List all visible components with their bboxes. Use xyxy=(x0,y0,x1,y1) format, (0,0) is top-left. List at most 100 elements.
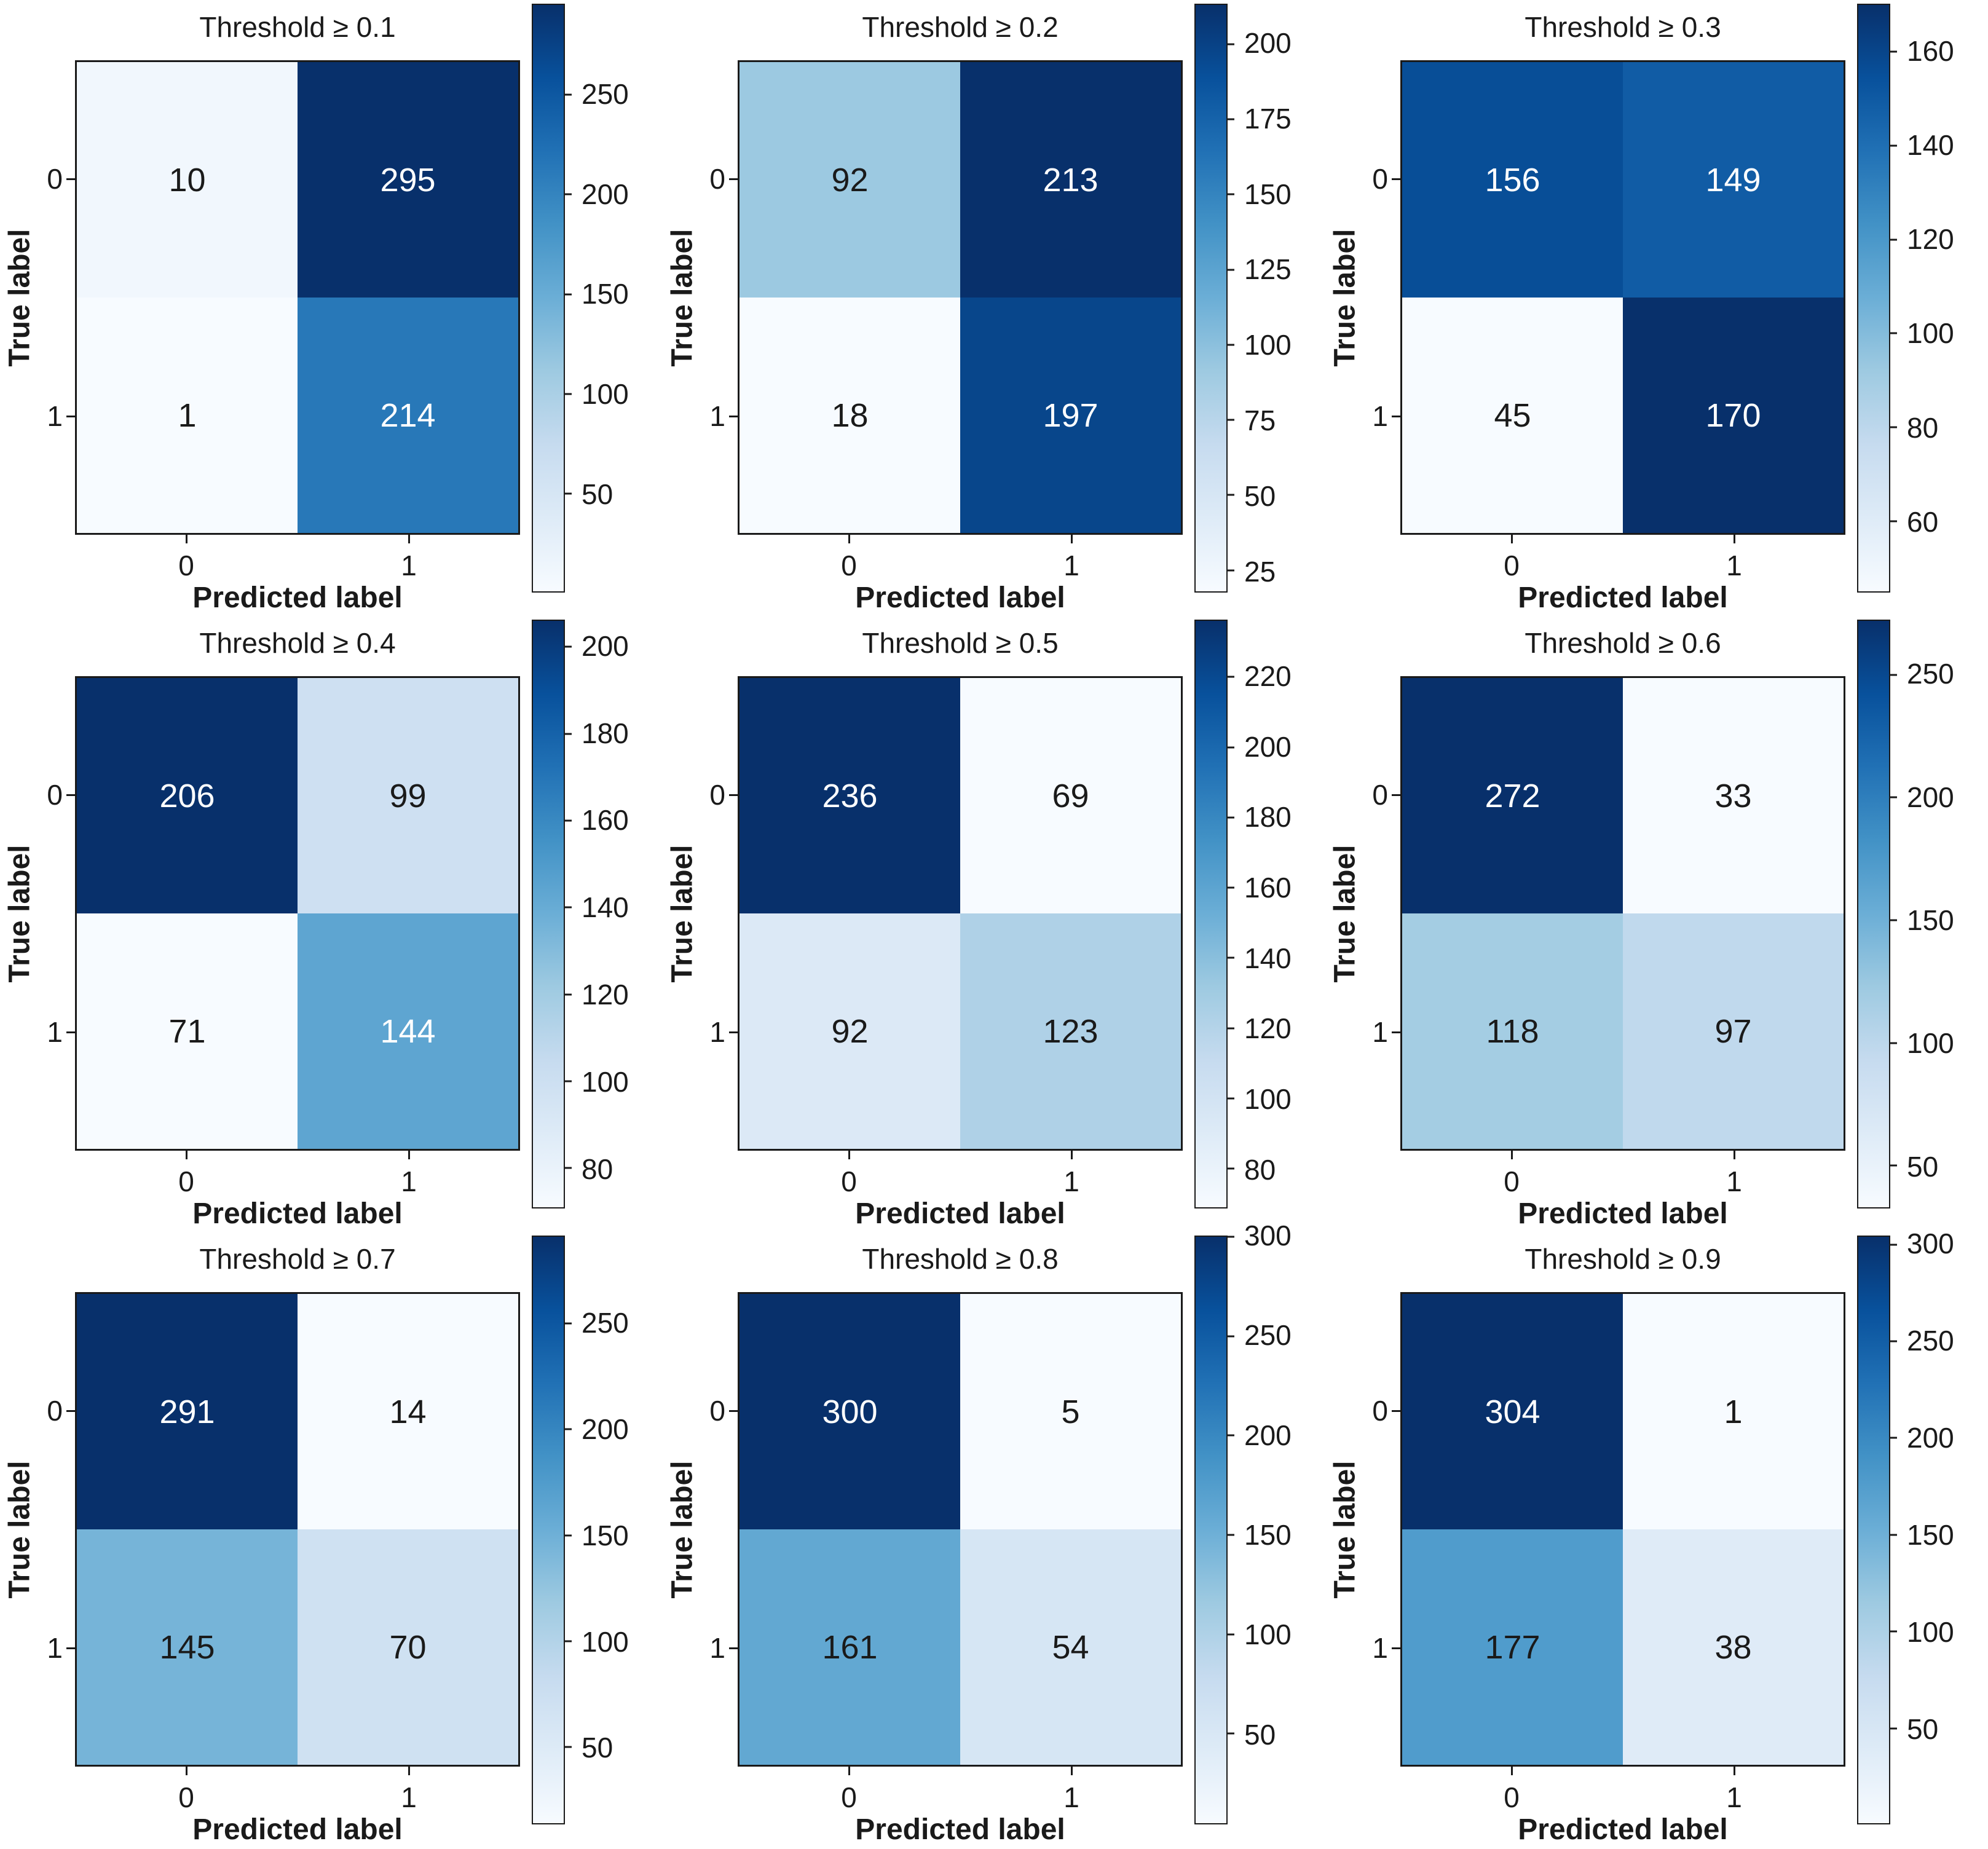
y-axis-label-text: True label xyxy=(3,1460,36,1599)
colorbar-tick-label: 100 xyxy=(1244,329,1292,361)
colorbar-tick-mark xyxy=(564,993,572,996)
colorbar-tick-label: 200 xyxy=(1244,1419,1292,1451)
colorbar-tick-label: 150 xyxy=(1244,1519,1292,1551)
colorbar-tick-label: 250 xyxy=(1244,1319,1292,1352)
cell-value: 70 xyxy=(389,1628,427,1666)
x-tick-label: 0 xyxy=(1504,550,1520,582)
colorbar-tick-label: 160 xyxy=(1244,871,1292,904)
matrix-cell: 206 xyxy=(77,678,298,913)
colorbar-tick-mark xyxy=(564,1080,572,1082)
colorbar-tick-mark xyxy=(564,193,572,195)
colorbar-tick-mark xyxy=(1889,796,1897,798)
matrix-cell: 291 xyxy=(77,1294,298,1529)
y-tick-label: 0 xyxy=(709,779,725,811)
y-axis-label: True label xyxy=(1325,1292,1365,1767)
matrix-cell: 118 xyxy=(1402,913,1623,1149)
x-tick-label: 1 xyxy=(1726,1165,1742,1197)
heatmap-matrix: 156 149 45 170 xyxy=(1400,60,1845,535)
matrix-cell: 161 xyxy=(740,1529,960,1765)
x-tick-mark xyxy=(1733,1151,1735,1159)
colorbar-tick-label: 160 xyxy=(1907,34,1954,67)
colorbar-tick-label: 150 xyxy=(582,1519,629,1551)
subplot-title: Threshold ≥ 0.7 xyxy=(199,1243,396,1275)
x-axis-label: Predicted label xyxy=(192,1197,403,1230)
y-tick-label: 0 xyxy=(1372,1395,1388,1427)
colorbar-tick-label: 125 xyxy=(1244,253,1292,286)
x-axis-label: Predicted label xyxy=(192,1813,403,1846)
matrix-cell: 70 xyxy=(298,1529,518,1765)
colorbar xyxy=(532,1236,572,1824)
y-tick-label: 1 xyxy=(709,1016,725,1048)
colorbar-tick-label: 120 xyxy=(1907,223,1954,256)
matrix-cell: 33 xyxy=(1623,678,1844,913)
cell-value: 14 xyxy=(389,1393,427,1430)
colorbar-tick-mark xyxy=(564,819,572,822)
x-tick-label: 0 xyxy=(841,550,857,582)
matrix-cell: 92 xyxy=(740,913,960,1149)
x-tick-label: 1 xyxy=(401,1781,417,1813)
y-tick-label: 0 xyxy=(1372,163,1388,195)
x-tick-mark xyxy=(408,1151,410,1159)
matrix-cell: 272 xyxy=(1402,678,1623,913)
colorbar-tick-label: 250 xyxy=(1907,1324,1954,1357)
y-tick-label: 0 xyxy=(709,163,725,195)
y-tick-mark xyxy=(66,415,75,417)
y-axis-label-text: True label xyxy=(666,228,699,367)
colorbar-tick-label: 50 xyxy=(1907,1150,1939,1183)
x-tick-label: 0 xyxy=(841,1165,857,1197)
colorbar-tick-mark xyxy=(1889,919,1897,921)
y-tick-mark xyxy=(729,415,738,417)
cell-value: 144 xyxy=(380,1012,436,1050)
y-tick-label: 1 xyxy=(47,1016,63,1048)
cell-value: 123 xyxy=(1043,1012,1099,1050)
colorbar-tick-label: 80 xyxy=(1244,1153,1276,1186)
colorbar-tick-label: 250 xyxy=(1907,658,1954,690)
y-tick-mark xyxy=(1392,178,1400,180)
cell-value: 118 xyxy=(1486,1012,1539,1050)
matrix-cell: 54 xyxy=(960,1529,1181,1765)
colorbar-tick-mark xyxy=(564,1640,572,1642)
colorbar-tick-mark xyxy=(1226,494,1234,496)
y-tick-mark xyxy=(1392,794,1400,796)
x-tick-label: 1 xyxy=(1063,1165,1079,1197)
matrix-cell: 145 xyxy=(77,1529,298,1765)
colorbar-tick-mark xyxy=(1226,419,1234,421)
colorbar-tick-label: 80 xyxy=(582,1153,613,1186)
colorbar xyxy=(532,620,572,1208)
x-tick-label: 0 xyxy=(178,1781,194,1813)
colorbar-tick-mark xyxy=(1226,118,1234,120)
y-tick-mark xyxy=(66,1409,75,1412)
y-tick-label: 1 xyxy=(47,400,63,432)
colorbar-tick-label: 100 xyxy=(582,378,629,411)
cell-value: 69 xyxy=(1052,777,1089,814)
colorbar-tick-label: 25 xyxy=(1244,555,1276,588)
x-tick-mark xyxy=(848,1151,850,1159)
matrix-cell: 71 xyxy=(77,913,298,1149)
subplot-title: Threshold ≥ 0.2 xyxy=(862,11,1059,43)
matrix-cell: 10 xyxy=(77,62,298,298)
matrix-cell: 300 xyxy=(740,1294,960,1529)
colorbar-tick-mark xyxy=(1889,1630,1897,1633)
x-tick-mark xyxy=(408,1767,410,1775)
colorbar-tick-mark xyxy=(1226,1167,1234,1170)
subplot-title: Threshold ≥ 0.5 xyxy=(862,627,1059,659)
colorbar-tick-label: 180 xyxy=(1244,801,1292,834)
cell-value: 156 xyxy=(1485,161,1540,199)
matrix-cell: 123 xyxy=(960,913,1181,1149)
subplot-threshold-0-8: Threshold ≥ 0.8 300 5 161 54 True label Predic… xyxy=(663,1220,1325,1848)
y-tick-label: 0 xyxy=(1372,779,1388,811)
matrix-cell: 5 xyxy=(960,1294,1181,1529)
cell-value: 10 xyxy=(168,161,206,199)
y-axis-label: True label xyxy=(663,676,702,1151)
cell-value: 54 xyxy=(1052,1628,1089,1666)
cell-value: 197 xyxy=(1043,396,1099,434)
colorbar-tick-mark xyxy=(1226,1434,1234,1437)
x-tick-mark xyxy=(1733,1767,1735,1775)
x-tick-label: 0 xyxy=(178,1165,194,1197)
y-tick-label: 0 xyxy=(47,779,63,811)
colorbar-tick-label: 100 xyxy=(1907,1615,1954,1648)
subplot-threshold-0-3: Threshold ≥ 0.3 156 149 45 170 True label Pred… xyxy=(1325,0,1988,616)
subplot-threshold-0-1: Threshold ≥ 0.1 10 295 1 214 True label Predic… xyxy=(0,0,663,616)
colorbar-tick-label: 220 xyxy=(1244,660,1292,692)
matrix-cell: 45 xyxy=(1402,298,1623,533)
